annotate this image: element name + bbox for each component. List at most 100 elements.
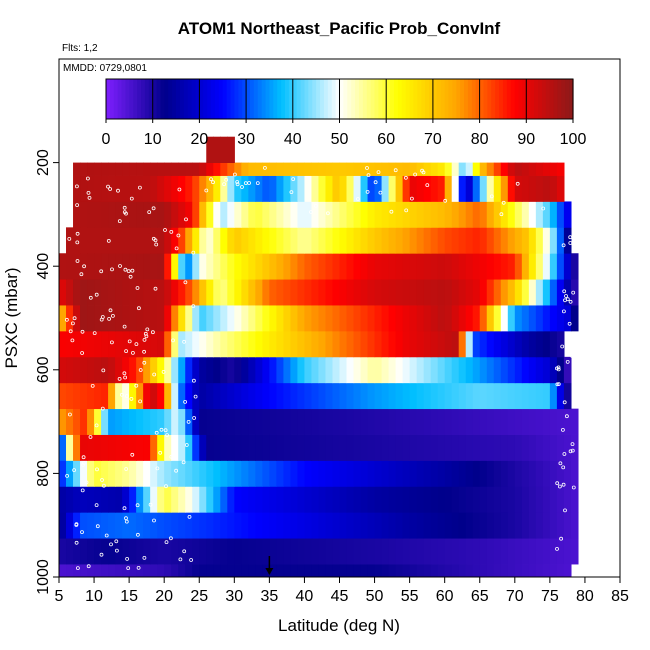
heatmap-cell: [416, 486, 425, 513]
sample-dot: [169, 229, 174, 234]
heatmap-cell: [129, 460, 137, 487]
heatmap-cell: [164, 330, 172, 358]
heatmap-cell: [122, 434, 130, 461]
heatmap-cell: [325, 486, 334, 513]
heatmap-cell: [500, 382, 509, 410]
sample-dot: [147, 210, 152, 215]
heatmap-cell: [73, 382, 81, 410]
heatmap-cell: [535, 460, 544, 487]
heatmap-cell: [416, 330, 425, 358]
heatmap-cell: [549, 538, 558, 565]
heatmap-cell: [164, 460, 172, 487]
heatmap-cell: [220, 434, 228, 461]
heatmap-cell: [227, 162, 235, 176]
heatmap-cell: [472, 279, 481, 306]
heatmap-cell: [122, 382, 130, 410]
heatmap-cell: [493, 408, 502, 435]
heatmap-cell: [241, 253, 249, 280]
heatmap-cell: [220, 356, 228, 384]
heatmap-cell: [164, 279, 172, 306]
sample-dot: [123, 375, 127, 380]
heatmap-cell: [136, 201, 144, 228]
heatmap-cell: [66, 486, 74, 513]
colorbar-swatch: [117, 79, 123, 119]
heatmap-cell: [115, 382, 123, 410]
heatmap-cell: [248, 162, 256, 176]
heatmap-cell: [213, 538, 221, 565]
heatmap-cell: [66, 460, 74, 487]
heatmap-cell: [73, 330, 81, 358]
colorbar-swatch: [172, 79, 177, 119]
heatmap-cell: [164, 253, 172, 280]
sample-dot: [192, 416, 197, 420]
heatmap-cell: [549, 227, 558, 254]
heatmap-cell: [486, 279, 495, 306]
heatmap-cell: [556, 486, 565, 513]
heatmap-cell: [458, 356, 467, 384]
heatmap-cell: [402, 538, 411, 565]
heatmap-cell: [493, 538, 502, 565]
colorbar-swatch: [195, 79, 200, 119]
sample-dot: [181, 460, 186, 465]
sample-dot: [224, 177, 229, 182]
heatmap-cell: [549, 253, 558, 280]
heatmap-cell: [430, 486, 439, 513]
heatmap-cell: [549, 460, 558, 487]
colorbar-swatch: [534, 79, 539, 119]
heatmap-cell: [479, 253, 488, 280]
heatmap-cell: [311, 175, 320, 202]
heatmap-cell: [437, 408, 446, 435]
heatmap-cell: [227, 305, 235, 332]
heatmap-cell: [150, 382, 158, 410]
sample-dot: [420, 168, 425, 173]
heatmap-cell: [80, 408, 88, 435]
heatmap-cell: [185, 408, 193, 435]
y-axis-label: PSXC (mbar): [2, 267, 21, 368]
heatmap-cell: [101, 330, 109, 358]
heatmap-cell: [262, 538, 270, 565]
heatmap-cell: [542, 227, 551, 254]
sample-dot: [565, 359, 570, 364]
heatmap-cell: [108, 305, 116, 332]
colorbar-swatch: [467, 79, 473, 119]
heatmap-cell: [276, 382, 284, 410]
heatmap-cell: [136, 382, 144, 410]
heatmap-cell: [325, 408, 334, 435]
heatmap-cell: [262, 305, 270, 332]
heatmap-cell: [332, 330, 341, 358]
sample-dot: [564, 294, 568, 298]
heatmap-cell: [150, 512, 158, 539]
sample-dot: [94, 503, 99, 508]
heatmap-cell: [409, 538, 418, 565]
heatmap-cell: [192, 356, 200, 384]
heatmap-cell: [171, 175, 179, 202]
heatmap-cell: [157, 564, 165, 578]
heatmap-cell: [199, 162, 207, 176]
heatmap-cell: [402, 356, 411, 384]
heatmap-cell: [248, 512, 256, 539]
heatmap-cell: [374, 201, 383, 228]
heatmap-cell: [199, 253, 207, 280]
heatmap-cell: [535, 227, 544, 254]
heatmap-cell: [164, 564, 172, 578]
heatmap-cell: [199, 382, 207, 410]
heatmap-cell: [339, 175, 348, 202]
heatmap-cell: [171, 201, 179, 228]
heatmap-cell: [360, 564, 369, 578]
colorbar-swatch: [464, 79, 469, 119]
sample-dot: [134, 342, 139, 347]
heatmap-cell: [486, 227, 495, 254]
colorbar-swatch: [207, 79, 212, 119]
heatmap-cell: [325, 460, 334, 487]
sample-dot: [184, 443, 189, 447]
heatmap-cell: [430, 227, 439, 254]
heatmap-cell: [108, 486, 116, 513]
heatmap-cell: [521, 486, 530, 513]
heatmap-cell: [213, 201, 221, 228]
heatmap-cell: [262, 201, 270, 228]
heatmap-cell: [451, 564, 460, 578]
heatmap-cell: [241, 434, 249, 461]
sample-dot: [135, 503, 140, 508]
heatmap-cell: [514, 253, 523, 280]
heatmap-cell: [220, 136, 228, 163]
